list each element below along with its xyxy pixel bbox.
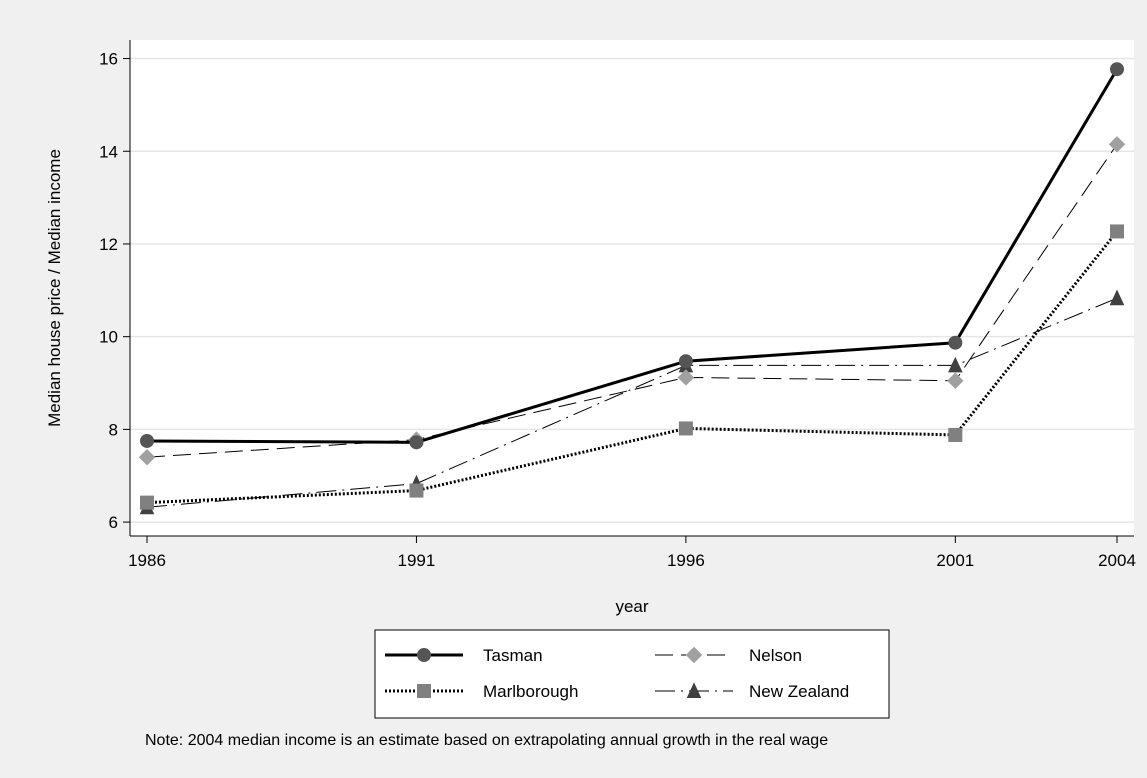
x-tick-label: 2004: [1098, 551, 1136, 570]
series-line: [146, 297, 1118, 508]
data-point: [678, 354, 693, 369]
data-point: [409, 483, 424, 498]
data-point: [948, 356, 963, 373]
x-tick-label: 1986: [128, 551, 166, 570]
x-tick-label: 1991: [398, 551, 436, 570]
legend-marker: [685, 646, 703, 664]
chart-note: Note: 2004 median income is an estimate …: [145, 732, 828, 749]
y-tick-label: 12: [99, 235, 118, 254]
data-point: [409, 435, 424, 450]
legend-marker: [686, 682, 702, 698]
y-tick-label: 14: [99, 142, 118, 161]
legend-entry: Nelson: [655, 646, 802, 665]
axis-layer: [129, 40, 1134, 537]
data-point: [138, 448, 156, 466]
series-marlborough: [140, 224, 1124, 510]
data-point: [678, 421, 693, 436]
x-tick-label: 1996: [667, 551, 705, 570]
data-point: [947, 372, 964, 389]
y-tick-label: 8: [109, 420, 118, 439]
y-tick-label: 16: [99, 50, 118, 69]
series-new-zealand: [139, 289, 1125, 515]
y-tick-label: 10: [99, 328, 118, 347]
legend-label: Tasman: [483, 646, 543, 665]
series-layer: [138, 62, 1126, 515]
legend-entry: New Zealand: [655, 682, 849, 701]
data-point: [140, 495, 154, 510]
x-tick-label: 2001: [936, 551, 974, 570]
data-point: [1110, 224, 1124, 239]
data-point: [1110, 62, 1124, 77]
y-axis-label: Median house price / Median income: [45, 149, 64, 427]
data-point: [948, 335, 963, 350]
legend-label: Nelson: [749, 646, 802, 665]
legend: Tasman Nelson Marlborough New Zealand: [374, 629, 890, 719]
legend-entry: Tasman: [385, 646, 543, 665]
series-tasman: [140, 62, 1124, 450]
legend-marker: [417, 684, 431, 698]
legend-label: New Zealand: [749, 682, 849, 701]
x-ticks: 1986 1991 1996 2001 2004: [128, 536, 1136, 570]
legend-label: Marlborough: [483, 682, 578, 701]
x-axis-label: year: [615, 597, 648, 616]
y-tick-label: 6: [109, 513, 118, 532]
grid-layer: [130, 57, 1134, 523]
legend-entry: Marlborough: [385, 682, 578, 701]
legend-marker: [417, 648, 431, 662]
data-point: [1109, 289, 1125, 306]
plot-area: [130, 40, 1134, 536]
legend-box: [374, 629, 890, 719]
data-point: [948, 427, 963, 442]
data-point: [677, 369, 695, 386]
data-point: [140, 433, 154, 448]
data-point: [1108, 136, 1126, 153]
y-ticks: 6 8 10 12 14 16: [99, 50, 130, 532]
